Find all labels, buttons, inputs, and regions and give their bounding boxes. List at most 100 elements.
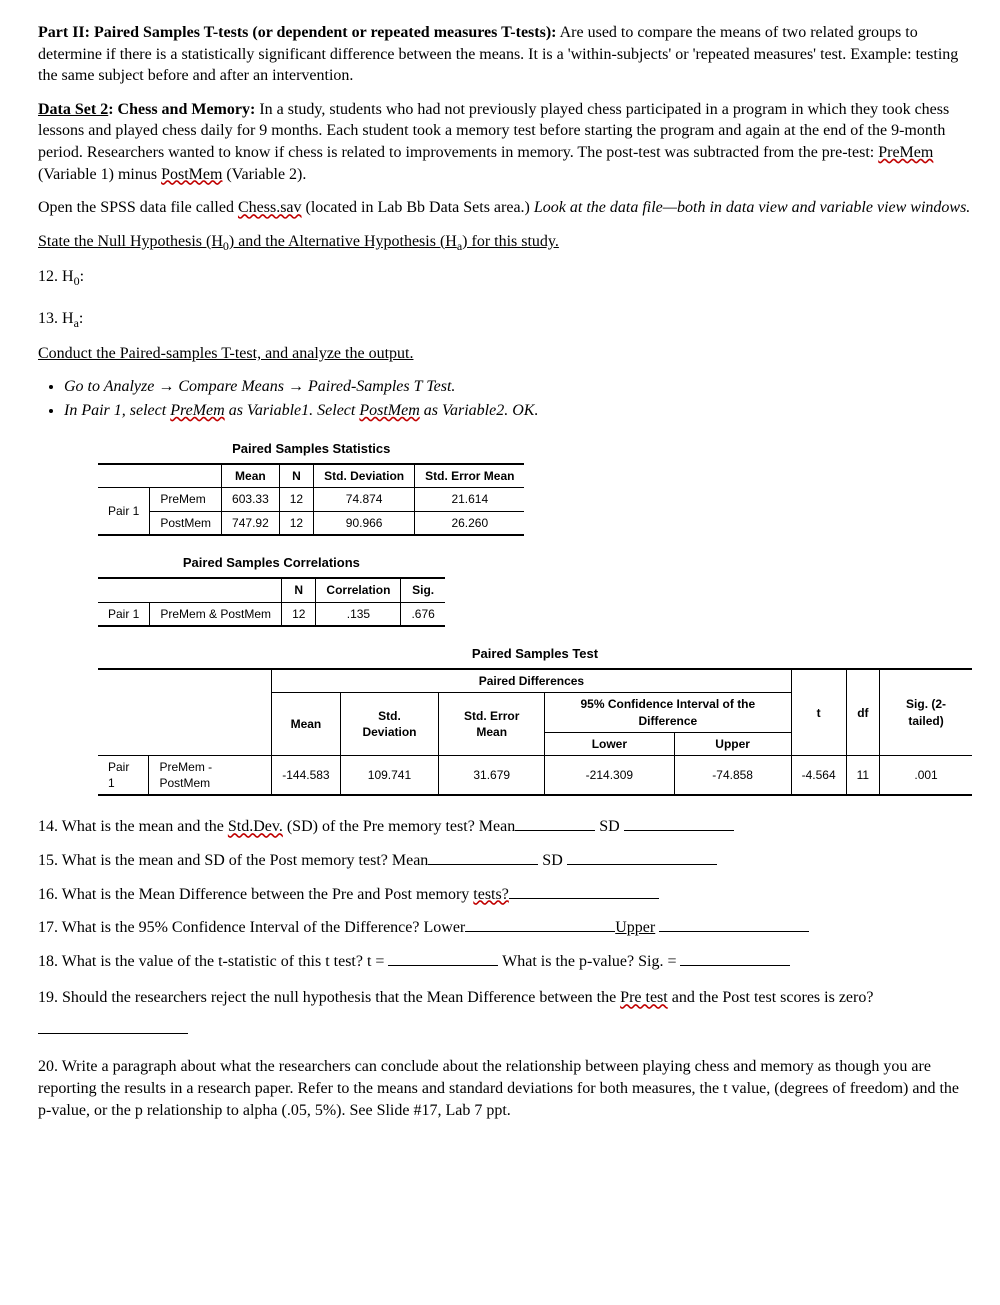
q12-a: 12. H: [38, 268, 74, 285]
b2c: as Variable2. OK.: [420, 402, 539, 419]
q19pre: Pre test: [620, 989, 668, 1006]
hyp-1: State the Null Hypothesis (H: [38, 233, 223, 250]
q18b: What is the p-value? Sig. =: [498, 953, 680, 970]
q15b: SD: [538, 852, 566, 869]
part2-intro: Part II: Paired Samples T-tests (or depe…: [38, 22, 972, 87]
bullet-2: In Pair 1, select PreMem as Variable1. S…: [64, 400, 972, 422]
stats-r2-var: PostMem: [150, 511, 222, 535]
q14b: Std.Dev.: [228, 818, 283, 835]
test-sd: 109.741: [340, 755, 439, 795]
bullet-1: Go to Analyze → Compare Means → Paired-S…: [64, 376, 972, 398]
open-2: (located in Lab Bb Data Sets area.): [302, 199, 534, 216]
conduct-line: Conduct the Paired-samples T-test, and a…: [38, 343, 972, 365]
test-df: 11: [846, 755, 879, 795]
q19b: and the Post test scores is zero?: [668, 989, 874, 1006]
corr-h-n: N: [282, 578, 316, 602]
q14-blank1[interactable]: [515, 814, 595, 831]
hyp-3: ) for this study.: [462, 233, 559, 250]
q15-blank1[interactable]: [428, 848, 538, 865]
corr-corr: .135: [316, 602, 401, 626]
test-h-t: t: [791, 669, 846, 755]
test-se: 31.679: [439, 755, 545, 795]
q15: 15. What is the mean and SD of the Post …: [38, 848, 972, 872]
stats-pair: Pair 1: [98, 488, 150, 535]
b1b: Compare Means: [174, 378, 288, 395]
test-pair: Pair 1: [98, 755, 149, 795]
test-h-up: Upper: [674, 732, 791, 755]
test-sig: .001: [880, 755, 972, 795]
q18-blank2[interactable]: [680, 949, 790, 966]
test-t: -4.564: [791, 755, 846, 795]
test-h-df: df: [846, 669, 879, 755]
q16a: 16. What is the Mean Difference between …: [38, 886, 473, 903]
q18: 18. What is the value of the t-statistic…: [38, 949, 972, 973]
stats-caption: Paired Samples Statistics: [98, 440, 524, 464]
q15a: 15. What is the mean and SD of the Post …: [38, 852, 428, 869]
corr-h-corr: Correlation: [316, 578, 401, 602]
stats-h-se: Std. Error Mean: [415, 464, 525, 488]
corr-table: Paired Samples Correlations N Correlatio…: [98, 554, 445, 627]
dataset2-text2: (Variable 1) minus: [38, 166, 161, 183]
hyp-2: ) and the Alternative Hypothesis (H: [229, 233, 457, 250]
stats-r1-var: PreMem: [150, 488, 222, 511]
stats-h-mean: Mean: [222, 464, 280, 488]
q13: 13. Ha:: [38, 308, 972, 331]
test-h-sig: Sig. (2-tailed): [880, 669, 972, 755]
test-mean: -144.583: [272, 755, 340, 795]
dataset2-label: Data Set 2: [38, 101, 108, 118]
q19: 19. Should the researchers reject the nu…: [38, 982, 972, 1046]
q19a: 19. Should the researchers reject the nu…: [38, 989, 620, 1006]
stats-r1-mean: 603.33: [222, 488, 280, 511]
chess-sav: Chess.sav: [238, 199, 302, 216]
q14-blank2[interactable]: [624, 814, 734, 831]
q14a: 14. What is the mean and the: [38, 818, 228, 835]
q16b: tests?: [473, 886, 509, 903]
q16: 16. What is the Mean Difference between …: [38, 882, 972, 906]
test-h-mean: Mean: [272, 693, 340, 756]
test-group1: Paired Differences: [272, 669, 791, 693]
stats-table: Paired Samples Statistics Mean N Std. De…: [98, 440, 524, 536]
stats-r1-n: 12: [279, 488, 313, 511]
q19-blank[interactable]: [38, 1017, 188, 1034]
q13-a: 13. H: [38, 310, 74, 327]
stats-r2-se: 26.260: [415, 511, 525, 535]
stats-r1-sd: 74.874: [314, 488, 415, 511]
stats-h-sd: Std. Deviation: [314, 464, 415, 488]
stats-r1-se: 21.614: [415, 488, 525, 511]
arrow-1: →: [158, 378, 174, 395]
q14: 14. What is the mean and the Std.Dev. (S…: [38, 814, 972, 838]
q17-blank2[interactable]: [659, 915, 809, 932]
q13-b: :: [79, 310, 83, 327]
b2a: In Pair 1, select: [64, 402, 170, 419]
q12: 12. H0:: [38, 266, 972, 289]
corr-h-sig: Sig.: [401, 578, 445, 602]
b1a: Go to Analyze: [64, 378, 158, 395]
q17b: Upper: [615, 919, 655, 936]
q17: 17. What is the 95% Confidence Interval …: [38, 915, 972, 939]
q15-blank2[interactable]: [567, 848, 717, 865]
premem-2: PreMem: [170, 402, 225, 419]
q14c: (SD) of the Pre memory test? Mean: [283, 818, 515, 835]
arrow-2: →: [288, 378, 304, 395]
q18-blank1[interactable]: [388, 949, 498, 966]
stats-r2-sd: 90.966: [314, 511, 415, 535]
premem-1: PreMem: [878, 144, 933, 161]
q17-blank1[interactable]: [465, 915, 615, 932]
stats-h-n: N: [279, 464, 313, 488]
stats-r2-mean: 747.92: [222, 511, 280, 535]
q16-blank[interactable]: [509, 882, 659, 899]
open-file-line: Open the SPSS data file called Chess.sav…: [38, 197, 972, 219]
test-h-low: Lower: [545, 732, 675, 755]
b2b: as Variable1. Select: [225, 402, 360, 419]
postmem-2: PostMem: [359, 402, 419, 419]
test-h-sd: Std. Deviation: [340, 693, 439, 756]
test-caption: Paired Samples Test: [98, 645, 972, 669]
open-1: Open the SPSS data file called: [38, 199, 238, 216]
q20: 20. Write a paragraph about what the res…: [38, 1056, 972, 1121]
instruction-bullets: Go to Analyze → Compare Means → Paired-S…: [64, 376, 972, 421]
corr-n: 12: [282, 602, 316, 626]
dataset2-title: : Chess and Memory:: [108, 101, 255, 118]
part2-heading: Part II: Paired Samples T-tests (or depe…: [38, 24, 557, 41]
q12-b: :: [80, 268, 84, 285]
test-h-se: Std. Error Mean: [439, 693, 545, 756]
